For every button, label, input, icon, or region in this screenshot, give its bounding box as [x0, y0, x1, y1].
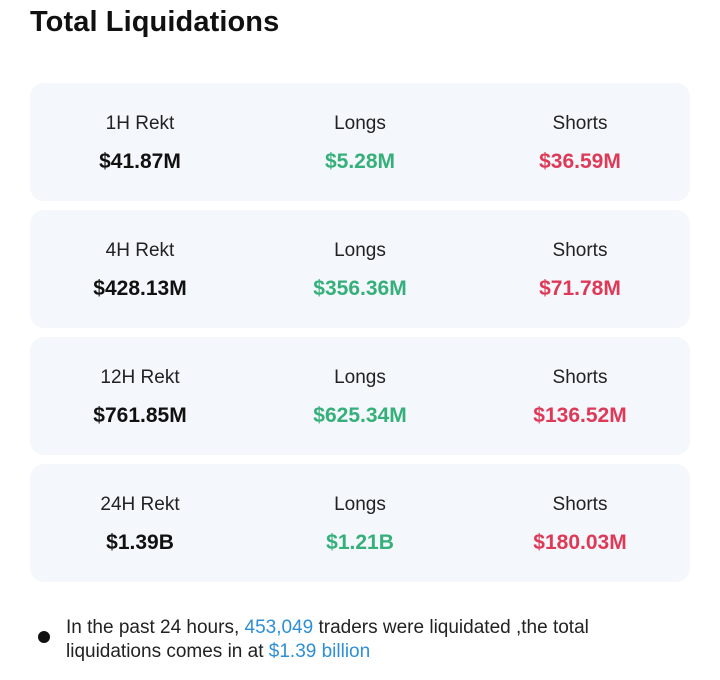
rekt-period-label: 1H Rekt	[105, 113, 175, 134]
rekt-column: 1H Rekt $41.87M	[30, 83, 250, 201]
shorts-label: Shorts	[552, 240, 608, 261]
shorts-value: $71.78M	[539, 277, 621, 300]
summary-text: In the past 24 hours, 453,049 traders we…	[66, 616, 678, 664]
rekt-period-label: 4H Rekt	[105, 240, 175, 261]
rekt-period-label: 12H Rekt	[100, 367, 180, 388]
rekt-column: 12H Rekt $761.85M	[30, 337, 250, 455]
longs-column: Longs $5.28M	[250, 83, 470, 201]
rekt-period-label: 24H Rekt	[100, 494, 180, 515]
longs-label: Longs	[334, 113, 386, 134]
bullet-icon	[38, 631, 50, 643]
shorts-column: Shorts $36.59M	[470, 83, 690, 201]
total-amount-highlight: $1.39 billion	[268, 641, 371, 662]
liquidation-card-4h: 4H Rekt $428.13M Longs $356.36M Shorts $…	[30, 210, 690, 328]
shorts-column: Shorts $136.52M	[470, 337, 690, 455]
longs-column: Longs $1.21B	[250, 464, 470, 582]
summary-note: In the past 24 hours, 453,049 traders we…	[38, 616, 678, 664]
liquidation-cards: 1H Rekt $41.87M Longs $5.28M Shorts $36.…	[30, 83, 690, 591]
longs-value: $356.36M	[313, 277, 407, 300]
shorts-column: Shorts $180.03M	[470, 464, 690, 582]
rekt-column: 24H Rekt $1.39B	[30, 464, 250, 582]
longs-column: Longs $625.34M	[250, 337, 470, 455]
longs-label: Longs	[334, 240, 386, 261]
longs-label: Longs	[334, 367, 386, 388]
page-title: Total Liquidations	[30, 6, 280, 38]
longs-value: $625.34M	[313, 404, 407, 427]
liquidation-card-12h: 12H Rekt $761.85M Longs $625.34M Shorts …	[30, 337, 690, 455]
shorts-value: $36.59M	[539, 150, 621, 173]
rekt-total-value: $41.87M	[99, 150, 181, 173]
rekt-total-value: $761.85M	[93, 404, 187, 427]
longs-column: Longs $356.36M	[250, 210, 470, 328]
shorts-label: Shorts	[552, 494, 608, 515]
shorts-column: Shorts $71.78M	[470, 210, 690, 328]
summary-text-part2: traders were liquidated ,the total liqui…	[66, 617, 589, 662]
traders-count-highlight: 453,049	[244, 617, 314, 638]
shorts-value: $180.03M	[533, 531, 627, 554]
liquidation-card-1h: 1H Rekt $41.87M Longs $5.28M Shorts $36.…	[30, 83, 690, 201]
longs-label: Longs	[334, 494, 386, 515]
shorts-label: Shorts	[552, 367, 608, 388]
rekt-total-value: $1.39B	[106, 531, 174, 554]
rekt-column: 4H Rekt $428.13M	[30, 210, 250, 328]
summary-text-part1: In the past 24 hours,	[66, 617, 245, 638]
shorts-label: Shorts	[552, 113, 608, 134]
shorts-value: $136.52M	[533, 404, 627, 427]
longs-value: $1.21B	[326, 531, 394, 554]
liquidation-card-24h: 24H Rekt $1.39B Longs $1.21B Shorts $180…	[30, 464, 690, 582]
rekt-total-value: $428.13M	[93, 277, 187, 300]
longs-value: $5.28M	[324, 150, 396, 173]
